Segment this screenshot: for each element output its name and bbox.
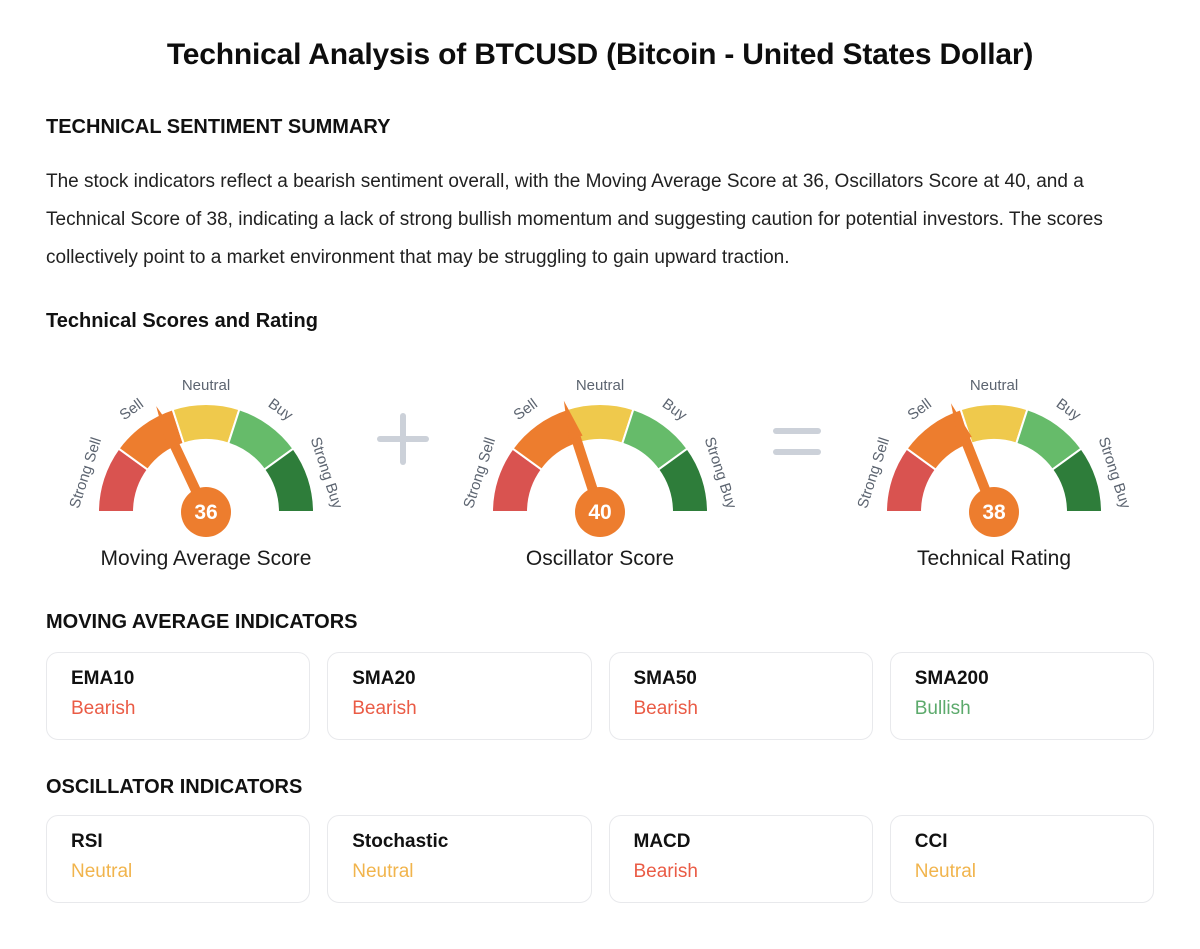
oscillator-cards: RSI Neutral Stochastic Neutral MACD Bear… xyxy=(46,815,1154,903)
page: Technical Analysis of BTCUSD (Bitcoin - … xyxy=(46,38,1154,903)
svg-text:40: 40 xyxy=(588,501,611,524)
indicator-name: SMA50 xyxy=(633,668,697,689)
gauge-chart-moving-average-score: Strong Sell Sell Neutral Buy Strong Buy 36 xyxy=(46,349,366,545)
svg-text:Sell: Sell xyxy=(905,395,935,423)
indicator-card-cci: CCI Neutral xyxy=(889,815,1154,903)
indicator-card-sma200: SMA200 Bullish xyxy=(889,652,1154,740)
moving-average-indicators-section: MOVING AVERAGE INDICATORS EMA10 Bearish … xyxy=(46,611,1154,740)
scores-heading: Technical Scores and Rating xyxy=(46,310,318,332)
summary-section: TECHNICAL SENTIMENT SUMMARY The stock in… xyxy=(46,116,1154,277)
svg-text:Buy: Buy xyxy=(659,395,690,424)
gauge-row: Strong Sell Sell Neutral Buy Strong Buy 36 Mo… xyxy=(46,349,1154,571)
summary-heading: TECHNICAL SENTIMENT SUMMARY xyxy=(46,116,391,138)
equals-icon xyxy=(767,409,827,469)
indicator-name: RSI xyxy=(71,831,103,852)
indicator-card-macd: MACD Bearish xyxy=(608,815,873,903)
indicator-card-sma20: SMA20 Bearish xyxy=(327,652,592,740)
indicator-name: SMA200 xyxy=(914,668,989,689)
gauge-moving-average-score: Strong Sell Sell Neutral Buy Strong Buy 36 Mo… xyxy=(46,349,366,571)
indicator-card-stochastic: Stochastic Neutral xyxy=(327,815,592,903)
indicator-status: Bearish xyxy=(633,698,698,719)
indicator-status: Neutral xyxy=(71,861,133,882)
indicator-status: Neutral xyxy=(914,861,976,882)
summary-body: The stock indicators reflect a bearish s… xyxy=(46,171,1103,268)
svg-text:Neutral: Neutral xyxy=(970,377,1018,394)
indicator-status: Bearish xyxy=(352,698,417,719)
gauge-caption-technical-rating: Technical Rating xyxy=(916,547,1072,570)
svg-text:Buy: Buy xyxy=(265,395,296,424)
gauge-oscillator-score: Strong Sell Sell Neutral Buy Strong Buy 40 Os… xyxy=(440,349,760,571)
indicator-status: Bearish xyxy=(71,698,136,719)
indicator-status: Bullish xyxy=(914,698,971,719)
svg-text:Neutral: Neutral xyxy=(182,377,230,394)
svg-text:Sell: Sell xyxy=(511,395,541,423)
moving-average-cards: EMA10 Bearish SMA20 Bearish SMA50 Bearis… xyxy=(46,652,1154,740)
plus-icon xyxy=(373,409,433,469)
gauge-chart-technical-rating: Strong Sell Sell Neutral Buy Strong Buy 38 xyxy=(834,349,1154,545)
gauge-technical-rating: Strong Sell Sell Neutral Buy Strong Buy 38 Te… xyxy=(834,349,1154,571)
svg-text:Sell: Sell xyxy=(117,395,147,423)
oscillator-indicators-heading: OSCILLATOR INDICATORS xyxy=(46,776,303,798)
indicator-name: MACD xyxy=(633,831,691,852)
svg-text:36: 36 xyxy=(194,501,217,524)
gauge-caption-oscillator-score: Oscillator Score xyxy=(525,547,675,570)
moving-average-indicators-heading: MOVING AVERAGE INDICATORS xyxy=(46,611,358,633)
indicator-status: Neutral xyxy=(352,861,414,882)
svg-text:Neutral: Neutral xyxy=(576,377,624,394)
page-title: Technical Analysis of BTCUSD (Bitcoin - … xyxy=(166,38,1034,71)
indicator-card-sma50: SMA50 Bearish xyxy=(608,652,873,740)
indicator-name: SMA20 xyxy=(352,668,416,689)
indicator-status: Bearish xyxy=(633,861,698,882)
indicator-card-ema10: EMA10 Bearish xyxy=(46,652,311,740)
scores-section: Technical Scores and Rating Strong Sell S… xyxy=(46,310,1154,571)
indicator-name: Stochastic xyxy=(352,831,449,852)
gauge-caption-moving-average-score: Moving Average Score xyxy=(100,547,312,570)
gauge-chart-oscillator-score: Strong Sell Sell Neutral Buy Strong Buy 40 xyxy=(440,349,760,545)
indicator-name: EMA10 xyxy=(71,668,135,689)
indicator-name: CCI xyxy=(914,831,948,852)
oscillator-indicators-section: OSCILLATOR INDICATORS RSI Neutral Stocha… xyxy=(46,776,1154,903)
svg-text:38: 38 xyxy=(982,501,1006,524)
indicator-card-rsi: RSI Neutral xyxy=(46,815,311,903)
svg-text:Buy: Buy xyxy=(1053,395,1084,424)
